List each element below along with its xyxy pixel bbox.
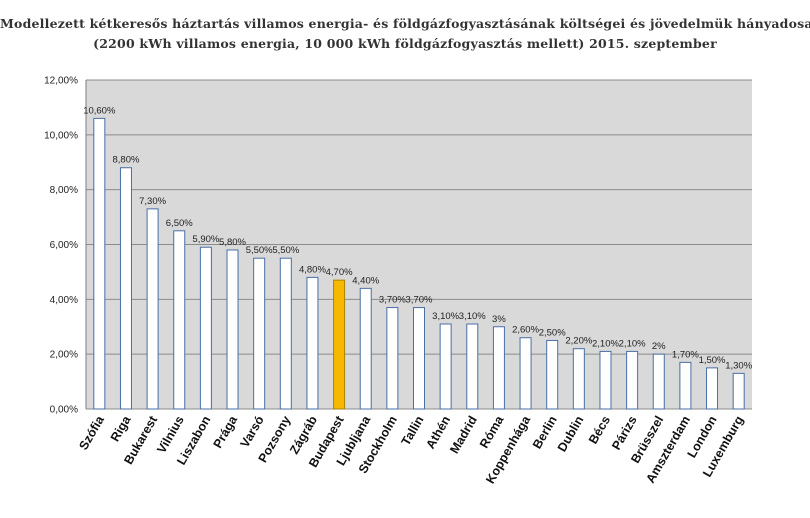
y-tick-label: 6,00% (50, 240, 78, 251)
data-label: 5,90% (192, 234, 219, 245)
bar-prága (226, 249, 239, 410)
x-tick-label: Prága (211, 413, 241, 451)
bar-luxemburg (732, 372, 745, 410)
data-label: 1,70% (672, 349, 699, 360)
data-label: 10,60% (83, 105, 116, 116)
bar-ljubljana (359, 287, 372, 410)
chart-title: Modellezett kétkeresős háztartás villamo… (0, 16, 810, 31)
data-label: 4,40% (352, 275, 379, 286)
data-label: 2,50% (539, 327, 566, 338)
data-label: 1,30% (725, 360, 752, 371)
data-label: 4,70% (326, 267, 353, 278)
data-label: 5,80% (219, 237, 246, 248)
data-label: 3,10% (432, 311, 459, 322)
gridlines (85, 79, 752, 410)
bar-róma (492, 326, 505, 410)
x-tick-label: Riga (108, 413, 134, 444)
y-tick-label: 10,00% (44, 130, 78, 141)
y-axis-ticks: 0,00% 2,00% 4,00% 6,00% 8,00% 10,00% 12,00% (44, 76, 78, 416)
data-label: 2% (652, 341, 666, 352)
bar-madrid (466, 323, 479, 410)
bar-berlin (546, 339, 559, 410)
x-tick-label: Szófia (76, 413, 107, 453)
bar-párizs (626, 350, 639, 410)
bars (93, 117, 745, 410)
y-tick-label: 0,00% (50, 405, 78, 416)
data-label: 3,70% (379, 295, 406, 306)
bar-brüsszel (652, 353, 665, 410)
bar-riga (119, 167, 132, 410)
bar-tallin (413, 307, 425, 410)
bar-dublin (572, 348, 585, 410)
x-tick-label: Tallin (399, 414, 427, 448)
x-tick-label: Dublin (555, 414, 587, 455)
bar-koppenhága (519, 337, 532, 410)
bar-amszterdam (679, 361, 692, 410)
data-label: 7,30% (139, 196, 166, 207)
data-label: 6,50% (166, 218, 193, 229)
bar-bukarest (146, 208, 159, 410)
y-tick-label: 4,00% (50, 295, 78, 306)
data-label: 1,50% (699, 355, 726, 366)
y-tick-label: 12,00% (44, 76, 78, 87)
data-label: 2,20% (565, 336, 592, 347)
data-label: 2,10% (619, 338, 646, 349)
bar-stockholm (386, 307, 399, 410)
data-label: 3,10% (459, 311, 486, 322)
x-axis-labels: Szófia RigaBukarestVilniusLiszabonPrágaVa… (76, 413, 746, 486)
data-labels: 10,60%8,80%7,30%6,50%5,90% 5,80%5,50% 5,50… (83, 105, 752, 371)
bar-bécs (599, 350, 612, 410)
data-label: 3% (492, 314, 506, 325)
x-tick-label: Bécs (586, 413, 613, 446)
data-label: 5,50% (246, 245, 273, 256)
bar-pozsony (279, 257, 292, 410)
data-label: 8,80% (112, 155, 139, 166)
bar-london (706, 367, 719, 410)
bar-varsó (253, 257, 266, 410)
chart-title-block: Modellezett kétkeresős háztartás villamo… (0, 14, 810, 54)
data-label: 2,10% (592, 338, 619, 349)
bar-szófia (93, 117, 106, 410)
y-tick-label: 8,00% (50, 185, 78, 196)
bar-zágráb (306, 276, 319, 410)
y-tick-label: 2,00% (50, 350, 78, 361)
chart-subtitle: (2200 kWh villamos energia, 10 000 kWh f… (93, 36, 717, 51)
bar-budapest (333, 279, 346, 410)
bar-vilnius (173, 230, 186, 410)
bar-liszabon (199, 246, 212, 410)
data-label: 5,50% (272, 245, 299, 256)
data-label: 2,60% (512, 325, 539, 336)
bar-athén (439, 323, 452, 410)
data-label: 3,70% (406, 295, 433, 306)
data-label: 4,80% (299, 264, 326, 275)
